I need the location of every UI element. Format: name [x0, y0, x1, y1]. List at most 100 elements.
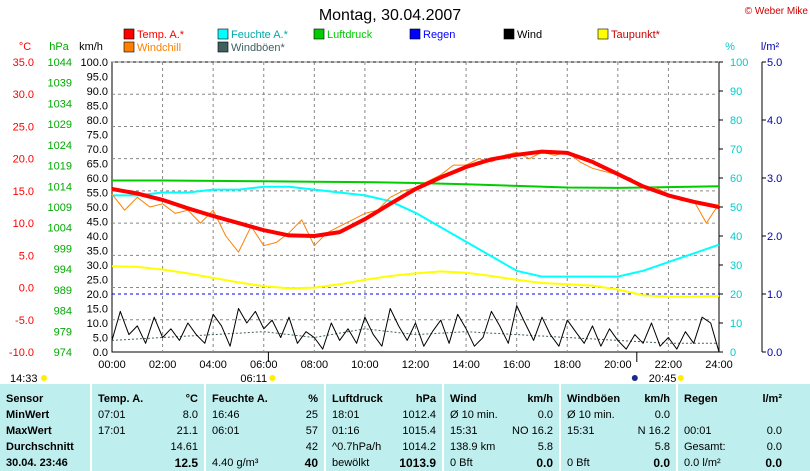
column-unit: °C [185, 393, 198, 405]
cell-label: Durchschnitt [6, 441, 74, 453]
sun-markers: 14:33 06:11 20:45 [10, 352, 684, 385]
temp-tick-label: 20.0 [13, 154, 34, 166]
wind-tick-label: 40.0 [87, 231, 108, 243]
table-row: Ø 10 min. 0.0 [444, 408, 559, 423]
time-tick-label: 02:00 [149, 359, 177, 371]
cell-label: Ø 10 min. [567, 409, 615, 421]
cell-value: 12.5 [174, 456, 198, 470]
legend-label: Temp. A.* [137, 29, 185, 41]
chart-axes: 35.0 30.0 25.0 20.0 15.0 10.0 5.0 0.0 -5.0 -10.0 1… [9, 57, 782, 371]
copyright-label: © Weber Mike [745, 6, 809, 17]
pressure-tick-label: 979 [54, 326, 72, 338]
time-tick-label: 16:00 [503, 359, 531, 371]
chart-series [111, 149, 720, 353]
cell-value: 0.0 [654, 409, 670, 421]
table-row: 15:31 NO 16.2 [444, 424, 559, 439]
table-column: Sensor MinWert MaxWert Durchschnitt 30.04. 2… [0, 384, 90, 471]
time-tick-label: 20:00 [604, 359, 632, 371]
sun-icon [269, 375, 276, 381]
table-row: 0.0 l/m² 0.0 [678, 456, 788, 471]
temp-tick-label: 0.0 [19, 283, 34, 295]
temp-tick-label: 30.0 [13, 89, 34, 101]
wind-tick-label: 100.0 [80, 57, 108, 69]
table-row: 5.8 [561, 440, 676, 455]
table-column: Windböen km/h Ø 10 min. 0.0 15:31 N 16.2 5.8 0 … [561, 384, 676, 471]
sun-icon [41, 375, 47, 381]
chart-title: Montag, 30.04.2007 [319, 7, 461, 24]
table-row: 16:46 25 [206, 408, 324, 423]
legend-swatch [123, 41, 135, 53]
column-unit: hPa [415, 393, 436, 405]
humidity-tick-label: 50 [730, 202, 742, 214]
wind-tick-label: 50.0 [87, 202, 108, 214]
cell-value: 1013.9 [399, 456, 436, 470]
column-divider [204, 384, 206, 471]
humidity-tick-label: 40 [730, 231, 742, 243]
humidity-tick-label: 100 [730, 57, 748, 69]
cell-label: 18:01 [332, 409, 360, 421]
stats-table: Sensor MinWert MaxWert Durchschnitt 30.04. 2… [0, 384, 810, 471]
column-name: Sensor [6, 393, 44, 405]
sunrise-label: 06:11 [240, 373, 267, 385]
cell-value: 1014.2 [402, 441, 436, 453]
axis-unit-labels: °C hPa km/h% l/m² [19, 41, 780, 53]
table-row: MinWert [0, 408, 90, 423]
wind-tick-label: 10.0 [87, 318, 108, 330]
table-row [678, 408, 788, 423]
cell-label: 4.40 g/m³ [212, 457, 259, 469]
pressure-tick-label: 989 [54, 285, 72, 297]
table-row: 0 Bft 0.0 [561, 456, 676, 471]
temp-tick-label: 10.0 [13, 218, 34, 230]
wind-tick-label: 70.0 [87, 144, 108, 156]
table-header: Windböen km/h [561, 392, 676, 407]
column-divider [324, 384, 326, 471]
table-row: Ø 10 min. 0.0 [561, 408, 676, 423]
wind-tick-label: 45.0 [87, 217, 108, 229]
wind-tick-label: 95.0 [87, 72, 108, 84]
rain-tick-label: 1.0 [767, 289, 782, 301]
rain-tick-label: 5.0 [767, 57, 782, 69]
column-name: Regen [684, 393, 718, 405]
cell-label: 15:31 [567, 425, 595, 437]
chart-grid [111, 61, 720, 353]
humidity-tick-label: 0 [730, 347, 736, 359]
pressure-tick-label: 1019 [48, 161, 72, 173]
cell-label: MinWert [6, 409, 50, 421]
series-line-taupunkt [111, 265, 720, 298]
cell-value: 0.0 [765, 456, 782, 470]
table-row: 4.40 g/m³ 40 [206, 456, 324, 471]
cell-label: ^0.7hPa/h [332, 441, 382, 453]
temp-axis-unit: °C [19, 41, 31, 53]
cell-label: 15:31 [450, 425, 478, 437]
cell-value: 5.8 [537, 441, 553, 453]
pressure-tick-label: 974 [54, 347, 72, 359]
table-column: Feuchte A.% 16:46 25 06:01 57 42 4.40 g/m³ 40 [206, 384, 324, 471]
time-tick-label: 04:00 [199, 359, 227, 371]
table-row: MaxWert [0, 424, 90, 439]
cell-label: 06:01 [212, 425, 240, 437]
table-column: Regen l/m² 00:01 0.0 Gesamt: 0.0 0.0 l/m² 0.0 [678, 384, 788, 471]
column-unit: km/h [527, 393, 553, 405]
chart-legend: Temp. A.*Windchill Feuchte A.*Windböen* Lu… [123, 28, 661, 54]
cell-label: 07:01 [98, 409, 126, 421]
legend-label: Wind [517, 29, 542, 41]
wind-tick-label: 30.0 [87, 260, 108, 272]
legend-swatch [123, 28, 135, 40]
cell-value: 40 [304, 456, 318, 470]
column-name: Windböen [567, 393, 621, 405]
table-column: Wind km/h Ø 10 min. 0.0 15:31 NO 16.2 138.9 km… [444, 384, 559, 471]
wind-tick-label: 80.0 [87, 115, 108, 127]
table-header: Sensor [0, 392, 90, 407]
table-header: Regen l/m² [678, 392, 788, 407]
table-header: Wind km/h [444, 392, 559, 407]
sunrise-prev-label: 14:33 [10, 373, 38, 385]
column-divider [559, 384, 561, 471]
cell-label: 30.04. 23:46 [6, 457, 68, 469]
cell-value: 0.0 [537, 409, 553, 421]
rain-tick-label: 4.0 [767, 115, 782, 127]
wind-tick-label: 90.0 [87, 86, 108, 98]
cell-value: 1012.4 [402, 409, 436, 421]
wind-tick-label: 0.0 [93, 347, 108, 359]
cell-label: 138.9 km [450, 441, 496, 453]
table-header: Feuchte A.% [206, 392, 324, 407]
